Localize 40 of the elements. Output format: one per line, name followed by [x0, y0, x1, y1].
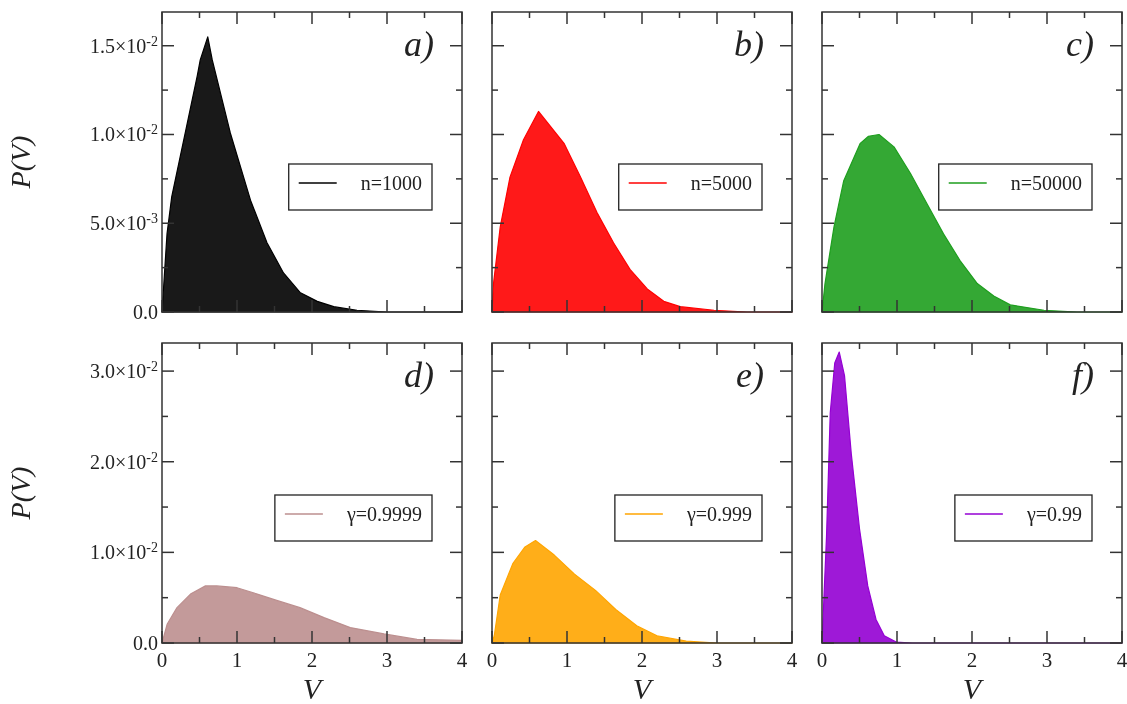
legend-label: γ=0.99 — [1025, 503, 1082, 526]
x-tick-label: 4 — [1116, 648, 1127, 672]
legend-label: n=1000 — [360, 172, 422, 194]
annotation: c) — [1066, 24, 1094, 64]
legend-label: n=5000 — [690, 172, 752, 194]
y-tick-label: 2.0×10$^{-2}$ — [90, 449, 158, 473]
x-tick-label: 0 — [816, 648, 828, 672]
x-tick-label: 2 — [306, 648, 318, 672]
x-tick-label: 4 — [786, 648, 798, 672]
x-tick-label: 4 — [456, 648, 468, 672]
x-tick-label: 3 — [1041, 648, 1053, 672]
legend-label: n=50000 — [1010, 172, 1082, 194]
annotation: e) — [736, 355, 764, 395]
x-tick-label: 2 — [966, 648, 978, 672]
x-tick-label: 3 — [381, 648, 393, 672]
x-tick-label: 1 — [231, 648, 243, 672]
y-tick-label: 1.0×10$^{-2}$ — [90, 121, 158, 146]
x-tick-label: 1 — [891, 648, 903, 672]
annotation: f) — [1072, 355, 1094, 395]
y-tick-label: 5.0×10$^{-3}$ — [90, 210, 158, 235]
y-tick-label: 1.0×10$^{-2}$ — [90, 539, 158, 564]
x-tick-label: 0 — [156, 648, 168, 672]
annotation: a) — [404, 24, 434, 64]
y-tick-label: 3.0×10$^{-2}$ — [90, 358, 158, 383]
y-tick-label: 0.0 — [133, 301, 158, 323]
x-tick-label: 2 — [636, 648, 648, 672]
y-tick-label: 1.5×10$^{-2}$ — [90, 33, 158, 57]
x-tick-label: 3 — [711, 648, 723, 672]
x-tick-label: 0 — [486, 648, 498, 672]
y-axis-title: P(V) — [5, 466, 36, 521]
annotation: d) — [404, 355, 434, 395]
x-axis-title: V — [962, 672, 985, 704]
legend-label: γ=0.9999 — [345, 503, 422, 526]
legend-label: γ=0.999 — [685, 503, 752, 526]
x-axis-title: V — [632, 672, 655, 704]
annotation: b) — [734, 24, 764, 64]
y-tick-label: 0.0 — [133, 632, 158, 654]
y-axis-title: P(V) — [5, 135, 36, 190]
x-tick-label: 1 — [561, 648, 573, 672]
x-axis-title: V — [302, 672, 325, 704]
